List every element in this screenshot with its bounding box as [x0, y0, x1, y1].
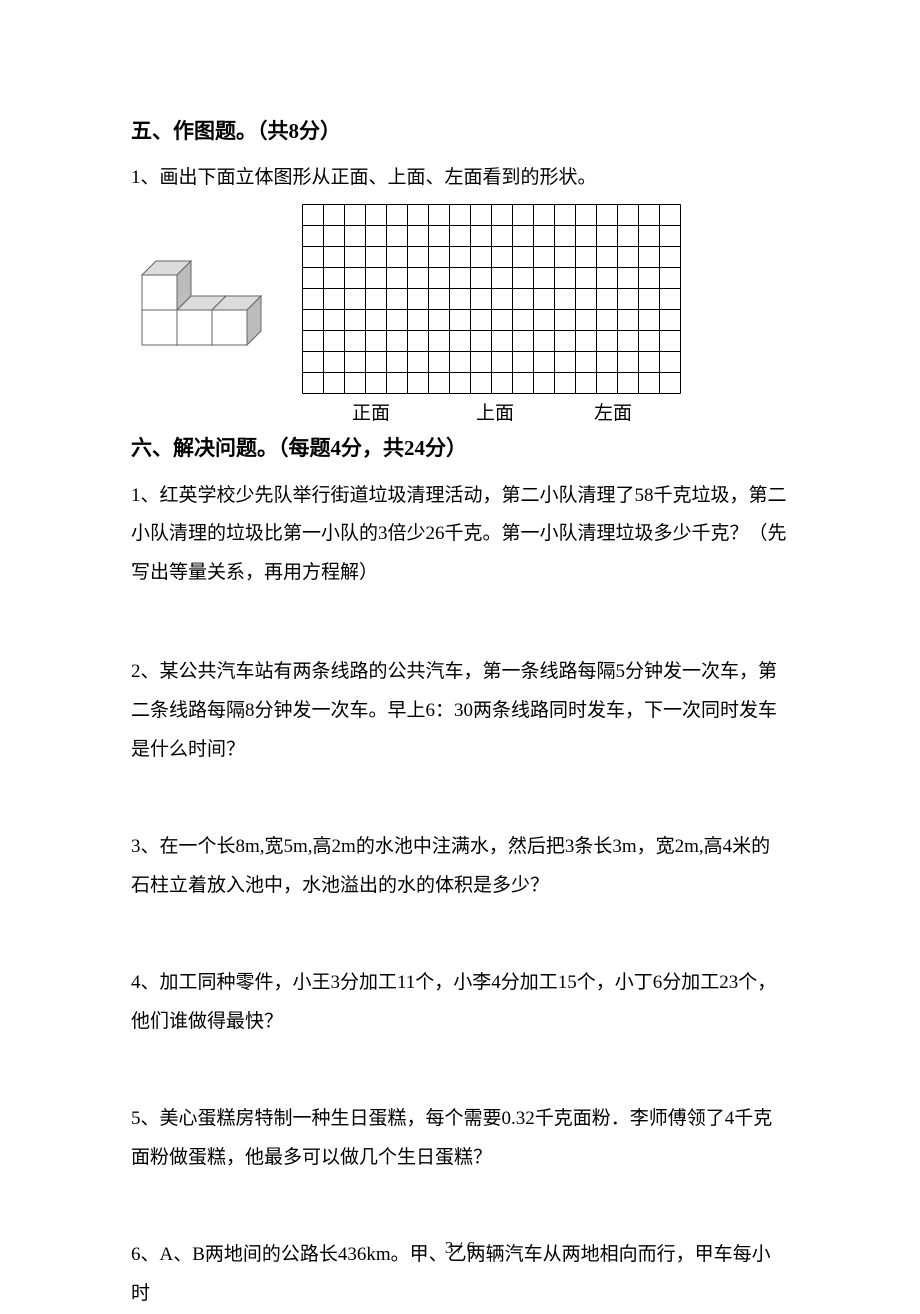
- section5-heading: 五、作图题。（共8分）: [131, 118, 789, 145]
- grid-label-left: 左面: [594, 398, 632, 425]
- section6-heading: 六、解决问题。（每题4分，共24分）: [131, 435, 789, 462]
- answer-grid: [302, 204, 681, 394]
- page-number: 3 / 6: [0, 1238, 920, 1258]
- section5-q1-intro: 1、画出下面立体图形从正面、上面、左面看到的形状。: [131, 159, 789, 198]
- grid-label-top: 上面: [476, 398, 594, 425]
- cube-figure: [141, 260, 262, 346]
- section6-q4: 4、加工同种零件，小王3分加工11个，小李4分加工15个，小丁6分加工23个，他…: [131, 964, 789, 1042]
- section6-q3: 3、在一个长8m,宽5m,高2m的水池中注满水，然后把3条长3m，宽2m,高4米…: [131, 828, 789, 906]
- answer-grid-wrap: 正面 上面 左面: [302, 204, 681, 425]
- section5-figure-row: 正面 上面 左面: [131, 204, 789, 425]
- grid-label-front: 正面: [352, 398, 476, 425]
- grid-labels: 正面 上面 左面: [352, 398, 681, 425]
- section6-q1: 1、红英学校少先队举行街道垃圾清理活动，第二小队清理了58千克垃圾，第二小队清理…: [131, 477, 789, 594]
- section6-q2: 2、某公共汽车站有两条线路的公共汽车，第一条线路每隔5分钟发一次车，第二条线路每…: [131, 653, 789, 770]
- section6-q5: 5、美心蛋糕房特制一种生日蛋糕，每个需要0.32千克面粉．李师傅领了4千克面粉做…: [131, 1100, 789, 1178]
